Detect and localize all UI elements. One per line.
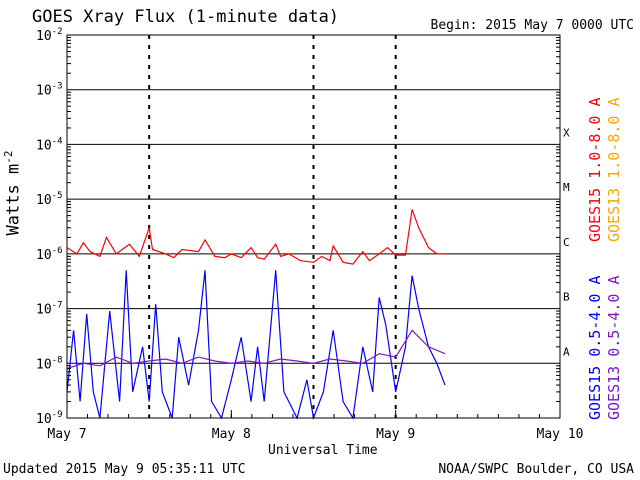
flare-class-X: X	[563, 126, 570, 139]
y-tick-exponent-2: -7	[52, 301, 63, 311]
x-tick-label-3: May 10	[537, 427, 584, 442]
x-axis-label: Universal Time	[268, 443, 378, 458]
begin-time-label: Begin: 2015 May 7 0000 UTC	[430, 18, 635, 33]
legend-goes15-long: GOES15 1.0-8.0 A	[586, 97, 604, 243]
y-axis-ticks: 10-9 10-8 10-7 10-6 10-5 10-4 10-3 10-2	[36, 27, 560, 427]
y-axis-label: Watts m-2	[2, 128, 24, 258]
y-tick-exponent-0: -9	[52, 410, 63, 420]
y-tick-label-3: 10-6	[36, 246, 63, 263]
y-tick-label-5: 10-4	[36, 136, 63, 153]
y-tick-exponent-4: -5	[52, 191, 63, 201]
chart-title: GOES Xray Flux (1-minute data)	[32, 7, 340, 27]
legend-goes13-short: GOES13 0.5-4.0 A	[605, 275, 623, 421]
y-tick-exponent-1: -8	[52, 355, 63, 365]
y-tick-exponent-7: -2	[52, 27, 63, 37]
y-tick-exponent-5: -4	[52, 136, 63, 146]
flare-class-C: C	[563, 236, 570, 249]
y-axis-label-exponent: -2	[2, 150, 15, 164]
x-axis-ticks: May 7 May 8 May 9 May 10	[47, 410, 583, 442]
x-tick-label-0: May 7	[47, 427, 86, 442]
y-tick-label-1: 10-8	[36, 355, 63, 372]
x-tick-label-2: May 9	[376, 427, 415, 442]
y-tick-exponent-3: -6	[52, 246, 63, 256]
y-tick-label-7: 10-2	[36, 27, 63, 44]
flare-class-M: M	[563, 181, 570, 194]
flare-class-B: B	[563, 291, 570, 304]
flare-class-A: A	[563, 345, 570, 358]
updated-timestamp: Updated 2015 May 9 05:35:11 UTC	[3, 462, 246, 477]
credit-label: NOAA/SWPC Boulder, CO USA	[438, 462, 634, 477]
legend-goes15-short: GOES15 0.5-4.0 A	[586, 275, 604, 421]
series-group	[66, 209, 446, 421]
y-tick-label-0: 10-9	[36, 410, 63, 427]
y-axis-label-text: Watts m	[3, 163, 24, 236]
y-tick-label-4: 10-5	[36, 191, 63, 208]
flare-class-labels: A B C M X	[563, 126, 570, 358]
series-line-2	[66, 270, 446, 421]
y-tick-exponent-6: -3	[52, 82, 63, 92]
day-markers	[148, 35, 397, 418]
y-tick-label-2: 10-7	[36, 301, 63, 318]
series-line-3	[66, 329, 446, 370]
x-tick-label-1: May 8	[212, 427, 251, 442]
series-line-0	[66, 209, 445, 265]
y-tick-label-6: 10-3	[36, 82, 63, 99]
legend-goes13-long: GOES13 1.0-8.0 A	[605, 97, 623, 243]
